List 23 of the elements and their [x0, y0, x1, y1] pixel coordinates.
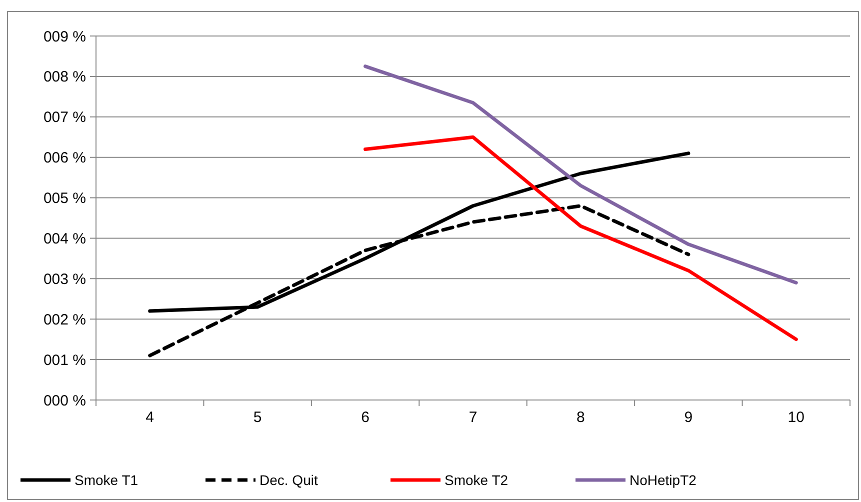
y-tick-label: 001 %: [43, 352, 86, 369]
legend-label: Smoke T1: [74, 472, 138, 488]
y-tick-label: 006 %: [43, 150, 86, 167]
y-tick-label: 003 %: [43, 270, 86, 288]
x-tick-label: 10: [788, 409, 804, 426]
line-series: [364, 135, 798, 342]
legend-label: Smoke T2: [444, 472, 508, 488]
legend-label: Dec. Quit: [260, 472, 318, 488]
y-tick-label: 008 %: [43, 68, 86, 86]
y-tick-label: 007 %: [43, 109, 86, 126]
x-tick-label: 5: [253, 409, 262, 426]
x-tick-label: 7: [468, 409, 478, 426]
x-tick-label: 6: [361, 409, 370, 426]
y-tick-label: 004 %: [43, 230, 86, 248]
y-tick-label: 002 %: [43, 311, 86, 328]
y-tick-label: 009 %: [43, 28, 86, 46]
y-tick-label: 000 %: [43, 392, 86, 410]
legend-label: NoHetipT2: [630, 472, 697, 488]
x-tick-label: 4: [146, 409, 154, 426]
y-tick-label: 005 %: [43, 190, 86, 208]
line-series: [364, 64, 798, 284]
x-tick-label: 8: [576, 409, 585, 426]
x-tick-label: 9: [684, 409, 693, 426]
